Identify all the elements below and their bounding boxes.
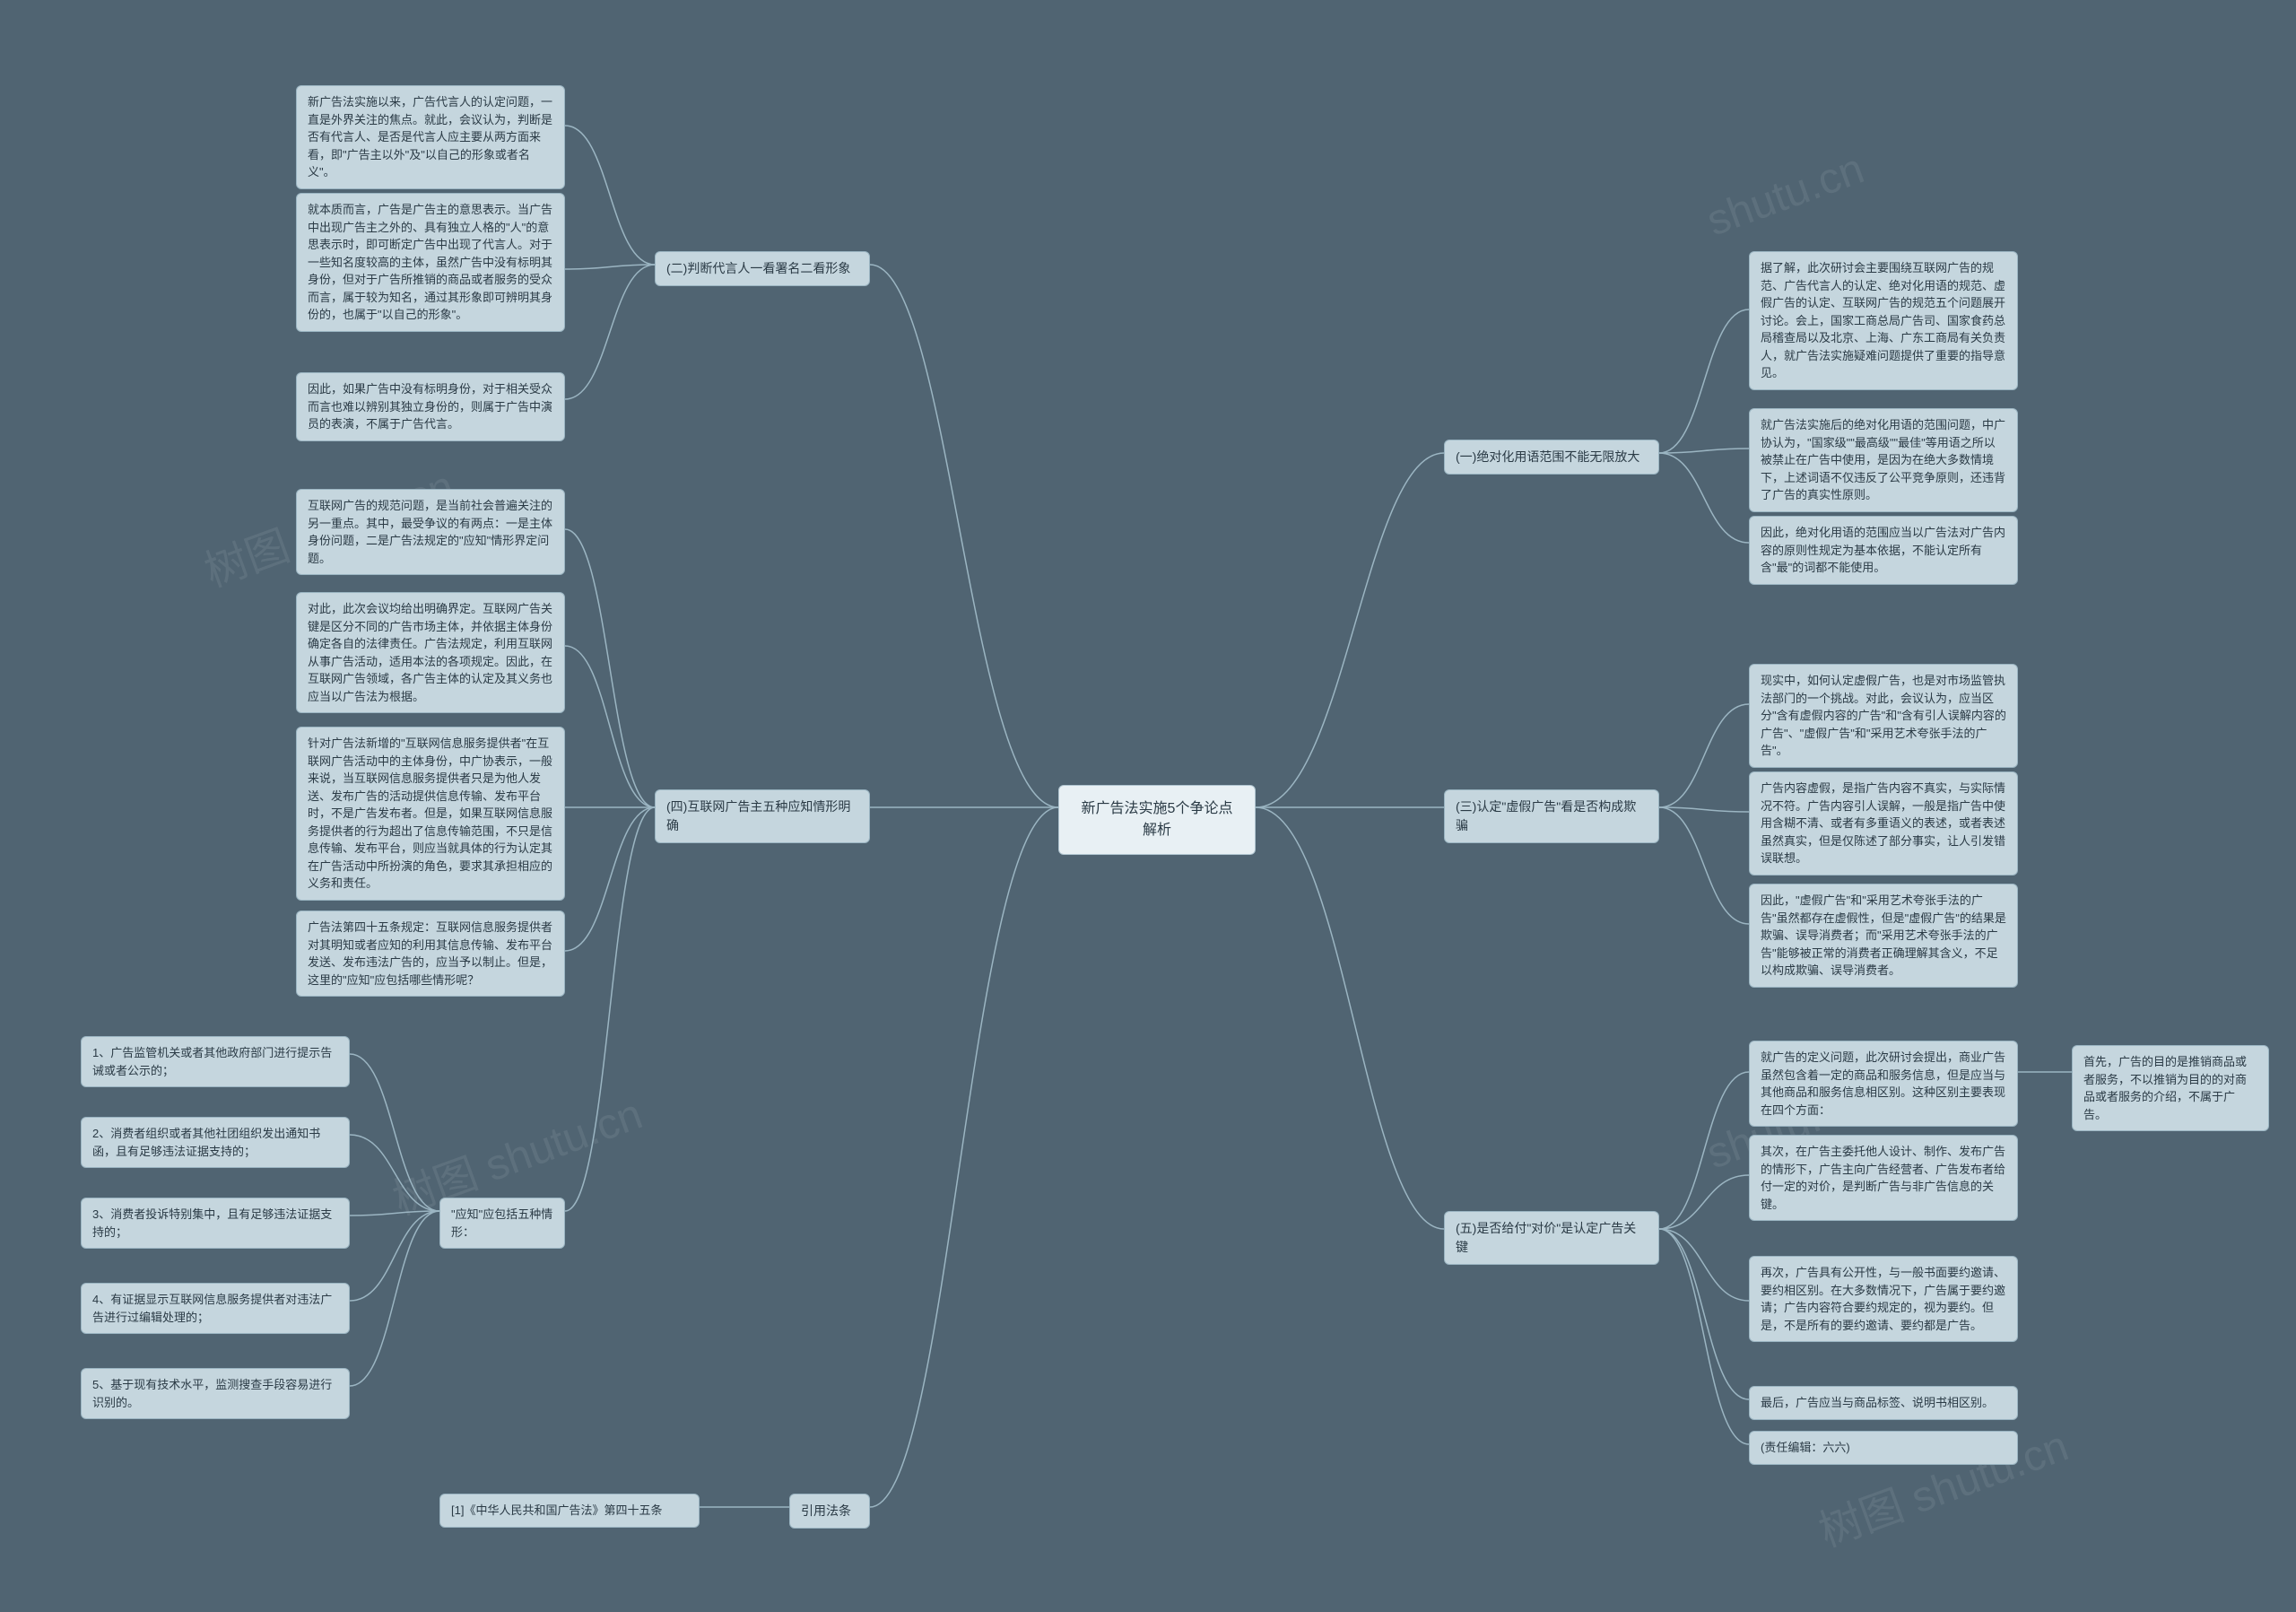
branch-5[interactable]: (五)是否给付"对价"是认定广告关键 [1444,1211,1659,1265]
leaf-node: 就广告法实施后的绝对化用语的范围问题，中广协认为，"国家级""最高级""最佳"等… [1749,408,2018,512]
leaf-node: 互联网广告的规范问题，是当前社会普遍关注的另一重点。其中，最受争议的有两点：一是… [296,489,565,575]
leaf-node: [1]《中华人民共和国广告法》第四十五条 [439,1494,700,1528]
leaf-node: 4、有证据显示互联网信息服务提供者对违法广告进行过编辑处理的； [81,1283,350,1334]
leaf-node: 新广告法实施以来，广告代言人的认定问题，一直是外界关注的焦点。就此，会议认为，判… [296,85,565,189]
branch-2[interactable]: (二)判断代言人一看署名二看形象 [655,251,870,286]
root-node[interactable]: 新广告法实施5个争论点解析 [1058,785,1256,855]
leaf-node: 广告内容虚假，是指广告内容不真实，与实际情况不符。广告内容引人误解，一般是指广告… [1749,771,2018,876]
leaf-node: 针对广告法新增的"互联网信息服务提供者"在互联网广告活动中的主体身份，中广协表示… [296,727,565,901]
leaf-node: 5、基于现有技术水平，监测搜查手段容易进行识别的。 [81,1368,350,1419]
leaf-node: 广告法第四十五条规定：互联网信息服务提供者对其明知或者应知的利用其信息传输、发布… [296,911,565,997]
leaf-node: 因此，"虚假广告"和"采用艺术夸张手法的广告"虽然都存在虚假性，但是"虚假广告"… [1749,884,2018,988]
leaf-node: 2、消费者组织或者其他社团组织发出通知书函，且有足够违法证据支持的； [81,1117,350,1168]
branch-3[interactable]: (三)认定"虚假广告"看是否构成欺骗 [1444,789,1659,843]
branch-4[interactable]: (四)互联网广告主五种应知情形明确 [655,789,870,843]
leaf-node: 首先，广告的目的是推销商品或者服务，不以推销为目的的对商品或者服务的介绍，不属于… [2072,1045,2269,1131]
leaf-node: 就广告的定义问题，此次研讨会提出，商业广告虽然包含着一定的商品和服务信息，但是应… [1749,1041,2018,1127]
leaf-node: 对此，此次会议均给出明确界定。互联网广告关键是区分不同的广告市场主体，并依据主体… [296,592,565,713]
leaf-node: 3、消费者投诉特别集中，且有足够违法证据支持的； [81,1198,350,1249]
leaf-node: 因此，如果广告中没有标明身份，对于相关受众而言也难以辨别其独立身份的，则属于广告… [296,372,565,441]
leaf-node: 最后，广告应当与商品标签、说明书相区别。 [1749,1386,2018,1420]
leaf-node: 其次，在广告主委托他人设计、制作、发布广告的情形下，广告主向广告经营者、广告发布… [1749,1135,2018,1221]
leaf-node: 因此，绝对化用语的范围应当以广告法对广告内容的原则性规定为基本依据，不能认定所有… [1749,516,2018,585]
leaf-node: 1、广告监管机关或者其他政府部门进行提示告诫或者公示的； [81,1036,350,1087]
branch-1[interactable]: (一)绝对化用语范围不能无限放大 [1444,440,1659,475]
leaf-node: (责任编辑：六六) [1749,1431,2018,1465]
leaf-node: 就本质而言，广告是广告主的意思表示。当广告中出现广告主之外的、具有独立人格的"人… [296,193,565,332]
leaf-node: 现实中，如何认定虚假广告，也是对市场监管执法部门的一个挑战。对此，会议认为，应当… [1749,664,2018,768]
sub-branch[interactable]: "应知"应包括五种情形： [439,1198,565,1249]
leaf-node: 据了解，此次研讨会主要围绕互联网广告的规范、广告代言人的认定、绝对化用语的规范、… [1749,251,2018,390]
branch-ref[interactable]: 引用法条 [789,1494,870,1529]
watermark: shutu.cn [1700,144,1870,247]
leaf-node: 再次，广告具有公开性，与一般书面要约邀请、要约相区别。在大多数情况下，广告属于要… [1749,1256,2018,1342]
